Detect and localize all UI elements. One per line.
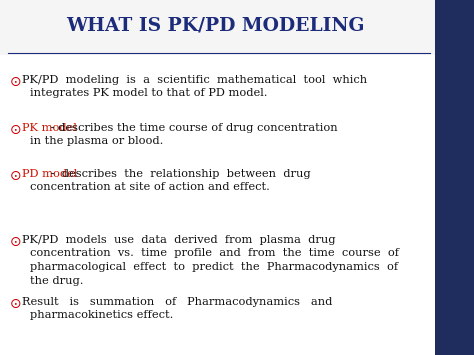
Text: concentration at site of action and effect.: concentration at site of action and effe… (30, 182, 270, 192)
Text: PK/PD  modeling  is  a  scientific  mathematical  tool  which: PK/PD modeling is a scientific mathemati… (22, 75, 367, 85)
Text: PD model: PD model (22, 169, 77, 179)
Text: ⊙: ⊙ (10, 169, 22, 183)
Text: ⊙: ⊙ (10, 235, 22, 249)
Text: Result   is   summation   of   Pharmacodynamics   and: Result is summation of Pharmacodynamics … (22, 297, 332, 307)
Text: pharmacological  effect  to  predict  the  Pharmacodynamics  of: pharmacological effect to predict the Ph… (30, 262, 398, 272)
Text: ⊙: ⊙ (10, 297, 22, 311)
Text: in the plasma or blood.: in the plasma or blood. (30, 137, 164, 147)
Text: -  describes  the  relationship  between  drug: - describes the relationship between dru… (46, 169, 310, 179)
Text: PK model: PK model (22, 123, 77, 133)
Text: the drug.: the drug. (30, 275, 83, 285)
Text: pharmacokinetics effect.: pharmacokinetics effect. (30, 311, 173, 321)
Bar (435, 0, 474, 355)
Text: concentration  vs.  time  profile  and  from  the  time  course  of: concentration vs. time profile and from … (30, 248, 399, 258)
Text: ⊙: ⊙ (10, 123, 22, 137)
Text: - describes the time course of drug concentration: - describes the time course of drug conc… (46, 123, 337, 133)
Bar (0, 0, 435, 55)
Text: WHAT IS PK/PD MODELING: WHAT IS PK/PD MODELING (66, 16, 364, 34)
Text: ⊙: ⊙ (10, 75, 22, 89)
Text: PK/PD  models  use  data  derived  from  plasma  drug: PK/PD models use data derived from plasm… (22, 235, 336, 245)
Text: integrates PK model to that of PD model.: integrates PK model to that of PD model. (30, 88, 267, 98)
